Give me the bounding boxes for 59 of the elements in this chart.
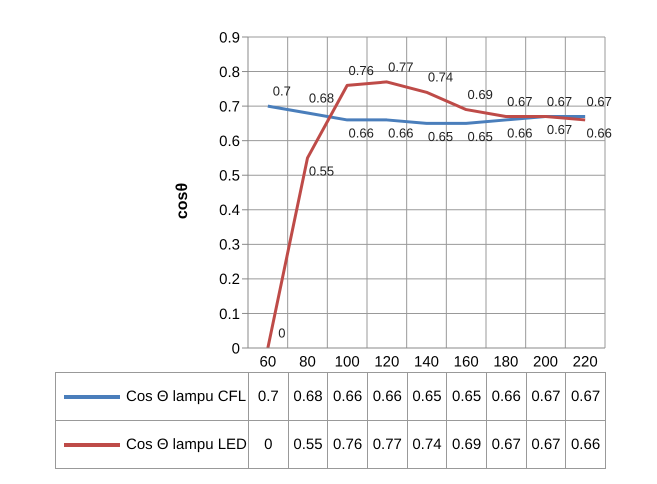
data-label: 0.65 <box>407 372 447 420</box>
data-label: 0 <box>248 420 288 468</box>
annotation: 0.66 <box>388 125 414 140</box>
data-label: 0.69 <box>446 420 486 468</box>
data-label: 0.66 <box>566 420 606 468</box>
line-series <box>266 80 587 348</box>
data-label: 0.67 <box>526 420 566 468</box>
x-tick-label: 140 <box>414 354 440 371</box>
y-tick-label: 0.6 <box>219 132 240 150</box>
data-label: 0.7 <box>248 372 288 420</box>
legend-label: Cos Θ lampu CFL <box>126 388 246 405</box>
annotation: 0.67 <box>546 122 572 137</box>
data-label: 0.68 <box>288 372 328 420</box>
annotation: 0.66 <box>586 125 612 140</box>
y-tick-label: 0.1 <box>219 306 240 323</box>
data-label: 0.66 <box>486 372 526 420</box>
data-label: 0.66 <box>328 372 368 420</box>
y-axis-title: cosθ <box>174 182 192 220</box>
x-tick-label: 80 <box>299 354 316 371</box>
data-label: 0.76 <box>328 420 368 468</box>
annotation: 0.65 <box>468 128 493 144</box>
legend-label: Cos Θ lampu LED <box>126 436 247 453</box>
y-tick-label: 0.3 <box>219 236 240 254</box>
x-tick-label: 60 <box>259 354 276 371</box>
data-label: 0.67 <box>486 420 526 468</box>
annotation: 0.65 <box>428 128 454 144</box>
x-tick-label: 120 <box>374 354 400 371</box>
x-tick-label: 160 <box>454 354 479 371</box>
annotation: 0.67 <box>507 94 532 109</box>
annotation: 0.77 <box>388 59 414 74</box>
annotation: 0.7 <box>272 84 291 99</box>
annotation: 0.76 <box>348 62 374 78</box>
x-tick-label: 220 <box>572 354 598 371</box>
data-label: 0.67 <box>526 372 566 420</box>
annotation: 0.55 <box>308 163 334 178</box>
y-tick-label: 0.5 <box>219 168 240 185</box>
annotation: 0.69 <box>468 87 493 102</box>
y-tick-label: 0.2 <box>219 271 240 288</box>
data-label: 0.65 <box>446 372 486 420</box>
annotation: 0.67 <box>586 94 612 109</box>
data-label: 0.55 <box>288 420 328 468</box>
x-tick-label: 100 <box>334 354 360 371</box>
y-tick-label: 0.9 <box>219 29 240 46</box>
annotation: 0.68 <box>308 90 334 106</box>
data-label: 0.77 <box>367 420 408 468</box>
annotation: 0.66 <box>507 125 532 140</box>
annotation: 0.74 <box>428 70 454 85</box>
y-tick-label: 0.7 <box>219 98 240 116</box>
data-label: 0.66 <box>367 372 408 420</box>
x-tick-label: 180 <box>493 354 518 371</box>
data-label: 0.74 <box>407 420 447 468</box>
annotation: 0.67 <box>546 94 572 109</box>
annotation: 0 <box>278 325 286 340</box>
x-tick-label: 200 <box>532 354 558 371</box>
y-tick-label: 0.8 <box>219 64 240 81</box>
annotation: 0.66 <box>348 125 374 140</box>
data-label: 0.67 <box>566 372 606 420</box>
y-tick-label: 0.4 <box>219 202 240 220</box>
y-tick-label: 0 <box>232 340 240 358</box>
